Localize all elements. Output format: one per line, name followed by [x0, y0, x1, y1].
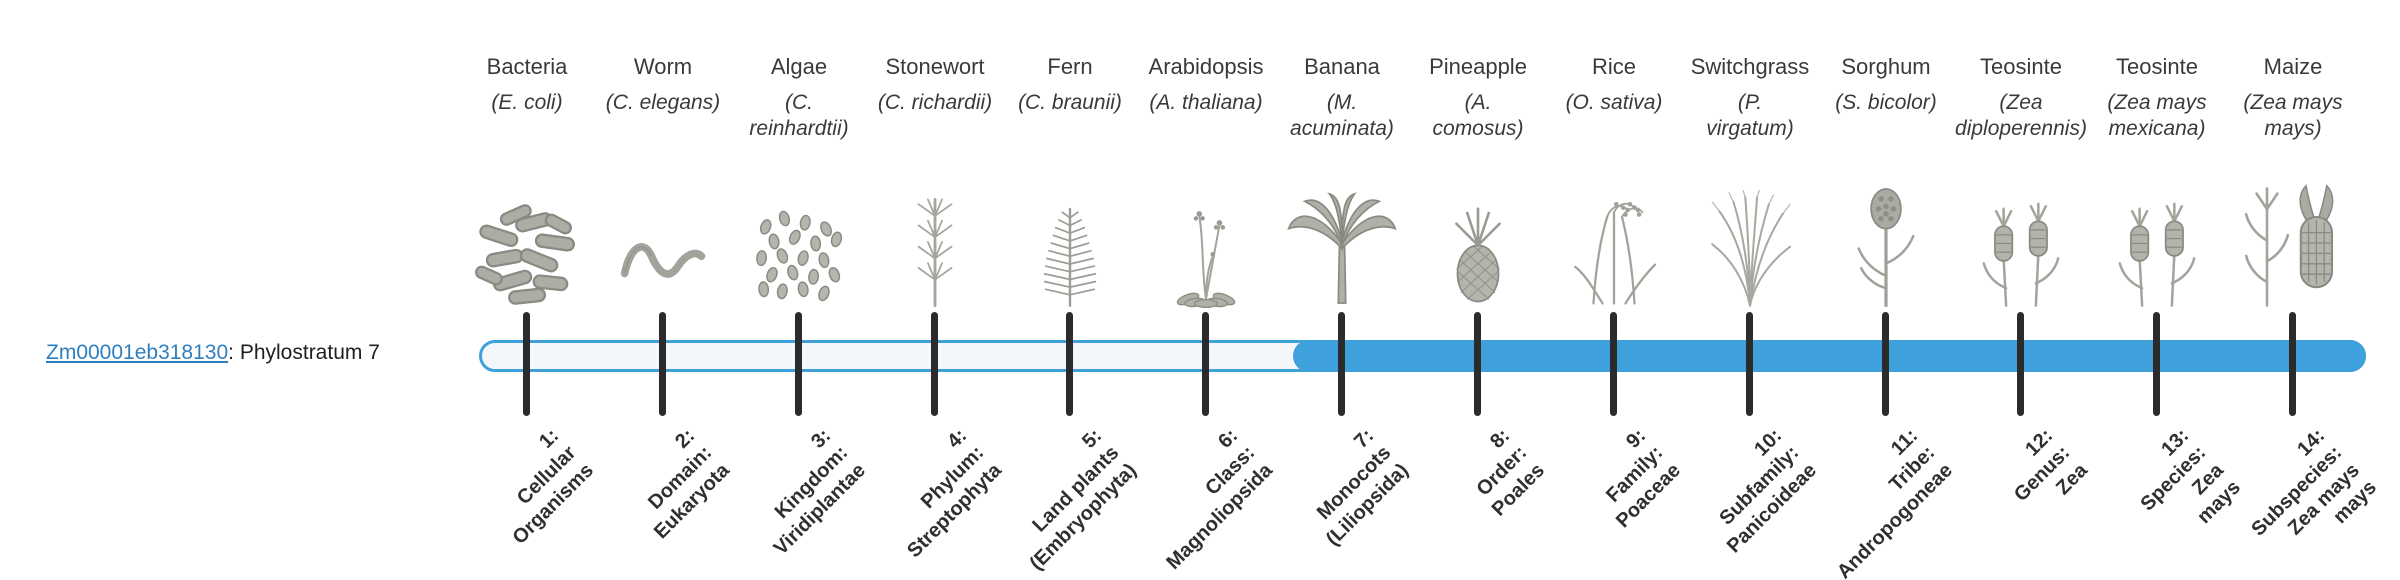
organism-scientific-name: (S. bicolor) — [1835, 91, 1937, 114]
organism-column: Sorghum (S. bicolor) — [1811, 54, 1961, 308]
organism-common-name: Banana — [1304, 54, 1380, 79]
timeline-tick — [1746, 312, 1753, 416]
organism-common-name: Maize — [2263, 54, 2323, 79]
banana-plant-icon — [1287, 193, 1397, 304]
algae-icon — [755, 209, 844, 303]
gene-label: Zm00001eb318130: Phylostratum 7 — [46, 341, 380, 365]
organism-illustration — [1675, 166, 1825, 308]
organism-column: Switchgrass (P. virgatum) — [1675, 54, 1825, 308]
timeline-tick — [1882, 312, 1889, 416]
worm-icon — [615, 212, 711, 308]
timeline-tick — [1066, 312, 1073, 416]
timeline-tick — [659, 312, 666, 416]
timeline-tick — [1202, 312, 1209, 416]
maize-icon — [2244, 184, 2334, 307]
organism-illustration — [1539, 166, 1689, 308]
organism-illustration — [1131, 166, 1281, 308]
organism-scientific-name: (M. acuminata) — [1290, 91, 1394, 141]
timeline-tick — [2289, 312, 2296, 416]
timeline-tick — [2153, 312, 2160, 416]
organism-common-name: Fern — [1047, 54, 1093, 79]
organism-common-name: Rice — [1591, 54, 1636, 79]
organism-scientific-name: (P. virgatum) — [1706, 91, 1794, 141]
organism-scientific-name: (A. comosus) — [1432, 91, 1524, 141]
organism-column: Bacteria (E. coli) — [452, 54, 602, 308]
timeline-tick — [1474, 312, 1481, 416]
organism-column: Banana (M. acuminata) — [1267, 54, 1417, 308]
organism-illustration — [1267, 166, 1417, 308]
timeline-tick — [795, 312, 802, 416]
organism-column: Teosinte (Zea diploperennis) — [1946, 54, 2096, 308]
pineapple-icon — [1455, 207, 1501, 303]
organism-scientific-name: (C. elegans) — [605, 91, 721, 114]
organism-common-name: Pineapple — [1429, 54, 1527, 79]
organism-common-name: Switchgrass — [1690, 54, 1810, 79]
organism-illustration — [1403, 166, 1553, 308]
sorghum-icon — [1857, 187, 1915, 308]
organism-common-name: Stonewort — [885, 54, 985, 79]
organism-common-name: Teosinte — [1980, 54, 2062, 79]
organism-scientific-name: (C. richardii) — [877, 91, 993, 114]
organism-common-name: Worm — [633, 54, 693, 79]
teosinte-icon — [1982, 202, 2060, 307]
organism-illustration — [2218, 166, 2368, 308]
organism-common-name: Algae — [770, 54, 828, 79]
timeline-tick — [1338, 312, 1345, 416]
organism-column: Stonewort (C. richardii) — [860, 54, 1010, 308]
organism-common-name: Teosinte — [2116, 54, 2198, 79]
organism-illustration — [588, 166, 738, 308]
organism-column: Algae (C. reinhardtii) — [724, 54, 874, 308]
bacteria-icon — [473, 202, 576, 306]
timeline-filled-segment — [1293, 340, 2366, 372]
organism-illustration — [724, 166, 874, 308]
timeline-tick — [1610, 312, 1617, 416]
organism-scientific-name: (C. braunii) — [1018, 91, 1122, 114]
organism-scientific-name: (C. reinhardtii) — [749, 91, 849, 141]
organism-common-name: Sorghum — [1841, 54, 1931, 79]
organism-illustration — [1811, 166, 1961, 308]
organism-illustration — [995, 166, 1145, 308]
organism-column: Worm (C. elegans) — [588, 54, 738, 308]
organism-scientific-name: (A. thaliana) — [1149, 91, 1263, 114]
organism-column: Teosinte (Zea mays mexicana) — [2082, 54, 2232, 308]
organism-column: Fern (C. braunii) — [995, 54, 1145, 308]
organism-scientific-name: (E. coli) — [491, 91, 563, 114]
teosinte-icon — [2118, 202, 2196, 307]
organism-column: Rice (O. sativa) — [1539, 54, 1689, 308]
timeline-tick — [931, 312, 938, 416]
organism-column: Arabidopsis (A. thaliana) — [1131, 54, 1281, 308]
organism-column: Maize (Zea mays mays) — [2218, 54, 2368, 308]
organism-scientific-name: (Zea mays mays) — [2243, 91, 2343, 141]
switchgrass-icon — [1711, 190, 1792, 307]
stonewort-icon — [917, 198, 953, 308]
gene-link[interactable]: Zm00001eb318130 — [46, 341, 229, 364]
gene-phylostratum-text: : Phylostratum 7 — [228, 341, 380, 364]
organism-common-name: Arabidopsis — [1148, 54, 1264, 79]
organism-scientific-name: (Zea mays mexicana) — [2107, 91, 2207, 141]
organism-illustration — [452, 166, 602, 308]
rice-icon — [1574, 200, 1657, 305]
timeline-tick — [523, 312, 530, 416]
organism-illustration — [860, 166, 1010, 308]
organism-illustration — [2082, 166, 2232, 308]
arabidopsis-icon — [1175, 210, 1237, 308]
fern-icon — [1043, 207, 1097, 308]
organism-column: Pineapple (A. comosus) — [1403, 54, 1553, 308]
organism-scientific-name: (Zea diploperennis) — [1955, 91, 2087, 141]
timeline-tick — [2017, 312, 2024, 416]
organism-common-name: Bacteria — [486, 54, 568, 79]
organism-scientific-name: (O. sativa) — [1565, 91, 1663, 114]
organism-illustration — [1946, 166, 2096, 308]
